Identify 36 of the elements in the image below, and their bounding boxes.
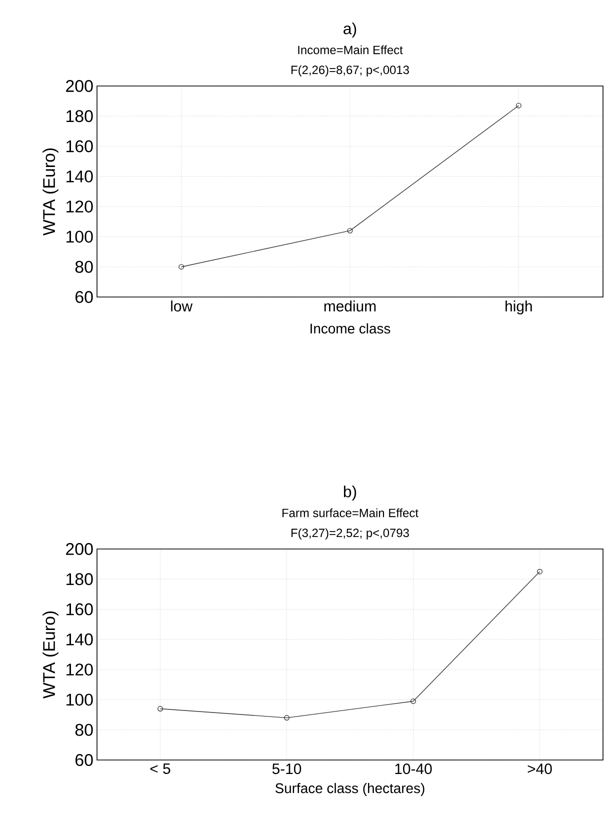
y-tick-label: 100 (66, 230, 93, 243)
y-tick-label: 140 (66, 170, 93, 182)
y-axis-title: WTA (Euro) (42, 611, 58, 698)
x-axis-title: Income class (310, 323, 390, 334)
x-tick-label: high (506, 300, 532, 314)
point (284, 715, 290, 721)
text: F(3,27)=2,52; p<,0793 (291, 528, 409, 540)
y-tick-label: 120 (66, 200, 93, 213)
y-tick-label: 200 (66, 543, 93, 555)
y-tick-label: 80 (75, 724, 93, 736)
y-axis-title: WTA (Euro) (42, 148, 58, 236)
chart-title: a) (344, 22, 356, 38)
y-tick-label: 180 (66, 110, 93, 122)
text: F(2,26)=8,67; p<,0013 (292, 65, 409, 76)
y-tick-label: 160 (66, 603, 93, 616)
y-tick-label: 100 (66, 694, 93, 706)
y-tick-label: 60 (76, 754, 93, 766)
y-tick-label: 140 (66, 633, 93, 646)
chart-title: b) (344, 486, 356, 500)
chart-subtitle: Farm surface=Main Effect (282, 508, 418, 518)
x-tick-label: low (171, 300, 193, 312)
y-tick-label: 80 (75, 260, 93, 273)
y-tick-label: 160 (66, 140, 93, 152)
x-tick-label: medium (324, 300, 376, 312)
y-tick-label: 120 (66, 664, 93, 676)
point (347, 228, 353, 234)
x-tick-label: < 5 (150, 764, 170, 774)
y-tick-label: 180 (66, 573, 93, 586)
y-tick-label: 200 (66, 80, 93, 92)
x-axis-title: Surface class (hectares) (275, 782, 424, 796)
chart-subtitle: Income=Main Effect (298, 45, 403, 54)
point (410, 698, 416, 704)
y-tick-label: 60 (76, 290, 93, 303)
x-tick-label: 5-10 (272, 764, 302, 774)
x-tick-label: 10-40 (395, 764, 432, 774)
x-tick-label: >40 (528, 764, 552, 774)
